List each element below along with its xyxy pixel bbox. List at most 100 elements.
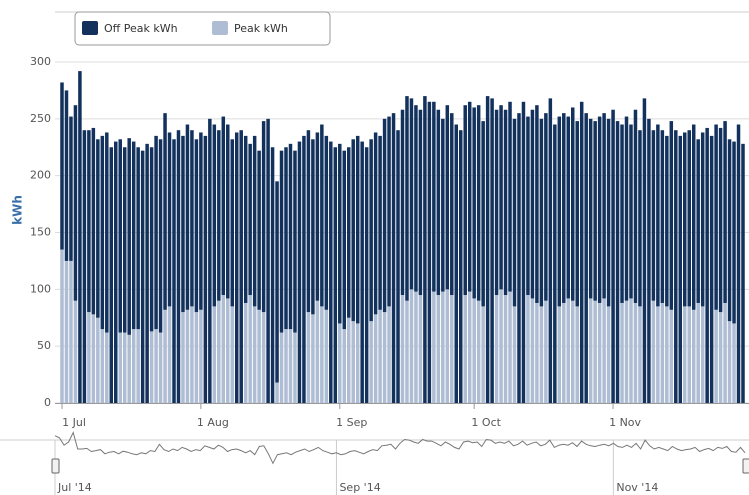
bar-segment — [172, 139, 176, 403]
bar-segment — [154, 135, 158, 330]
bar-segment — [118, 332, 122, 403]
bar-segment — [163, 309, 167, 403]
bar-segment — [678, 135, 683, 403]
bar-segment — [445, 289, 450, 403]
legend-swatch[interactable] — [82, 21, 98, 35]
bar-segment — [239, 130, 243, 403]
bar-segment — [562, 302, 566, 403]
bar-segment — [423, 96, 427, 403]
bar-segment — [687, 306, 691, 403]
bar-segment — [221, 116, 226, 296]
bar-segment — [194, 139, 199, 313]
bar-segment — [665, 306, 669, 403]
bar-segment — [203, 135, 208, 403]
legend-swatch[interactable] — [212, 21, 228, 35]
bar-segment — [638, 130, 642, 307]
x-tick-label: 1 Oct — [471, 416, 501, 429]
bar-segment — [418, 109, 423, 296]
bar-segment — [588, 118, 593, 299]
bar-segment — [517, 113, 521, 404]
bar-segment — [629, 124, 633, 299]
bar-segment — [243, 135, 248, 303]
bar-segment — [311, 139, 315, 315]
navigator-line — [54, 431, 746, 465]
legend-label[interactable]: Peak kWh — [234, 22, 288, 35]
bar-segment — [217, 130, 221, 301]
bar-segment — [176, 130, 181, 403]
bar-segment — [127, 334, 131, 403]
bar-segment — [450, 113, 454, 296]
bar-segment — [185, 124, 190, 310]
bar-segment — [454, 124, 459, 404]
bar-segment — [114, 141, 118, 404]
bar-segment — [96, 139, 100, 318]
bar-segment — [481, 306, 485, 403]
bar-segment — [69, 260, 73, 403]
bar-segment — [136, 147, 140, 330]
bar-segment — [691, 124, 696, 310]
bar-segment — [436, 109, 441, 296]
bar-segment — [64, 260, 69, 403]
bar-segment — [481, 121, 485, 307]
bar-segment — [530, 109, 535, 299]
bar-segment — [669, 121, 674, 310]
bar-segment — [78, 71, 82, 404]
bar-segment — [158, 332, 163, 403]
bar-segment — [700, 132, 705, 307]
bar-segment — [683, 306, 687, 403]
bar-segment — [633, 302, 638, 403]
bar-segment — [571, 300, 575, 403]
navigator-handle[interactable] — [51, 458, 60, 474]
bar-segment — [624, 116, 629, 301]
bar-segment — [485, 96, 490, 403]
bar-segment — [234, 132, 239, 403]
bar-segment — [324, 135, 329, 310]
bar-segment — [373, 314, 378, 403]
bar-segment — [620, 124, 624, 303]
y-tick-label: 250 — [30, 112, 51, 125]
bar-segment — [427, 101, 432, 404]
bar-segment — [494, 295, 499, 403]
bar-segment — [620, 302, 624, 403]
bar-segment — [199, 309, 203, 403]
bar-segment — [714, 309, 718, 403]
bar-segment — [364, 147, 369, 403]
bar-segment — [606, 306, 611, 403]
bar-segment — [378, 135, 382, 310]
bar-segment — [463, 295, 467, 403]
bar-segment — [351, 321, 355, 403]
bar-segment — [122, 332, 127, 403]
legend-label[interactable]: Off Peak kWh — [104, 22, 178, 35]
bar-segment — [230, 306, 234, 403]
bar-segment — [651, 300, 656, 403]
bar-segment — [732, 323, 736, 403]
bar-segment — [324, 309, 329, 403]
navigator-handle[interactable] — [742, 458, 749, 474]
bar-segment — [149, 147, 154, 332]
bar-segment — [131, 141, 136, 330]
bar-segment — [243, 302, 248, 403]
bar-segment — [499, 289, 503, 403]
bar-segment — [571, 107, 575, 301]
bar-segment — [136, 329, 140, 403]
bar-segment — [315, 300, 320, 403]
bar-segment — [544, 113, 548, 301]
bar-segment — [476, 300, 481, 403]
bar-segment — [727, 321, 732, 403]
y-tick-label: 0 — [44, 396, 51, 409]
bar-segment — [338, 143, 342, 324]
bar-segment — [185, 309, 190, 403]
bar-segment — [73, 105, 78, 301]
bar-segment — [100, 135, 105, 330]
y-tick-label: 150 — [30, 226, 51, 239]
bar-segment — [472, 107, 476, 299]
bar-segment — [391, 113, 396, 404]
bar-segment — [723, 302, 727, 403]
bar-segment — [530, 298, 535, 403]
bar-segment — [602, 113, 606, 299]
bar-segment — [140, 150, 145, 403]
bar-segment — [727, 139, 732, 322]
bar-segment — [566, 116, 571, 299]
bar-segment — [696, 139, 700, 303]
bar-segment — [665, 135, 669, 307]
